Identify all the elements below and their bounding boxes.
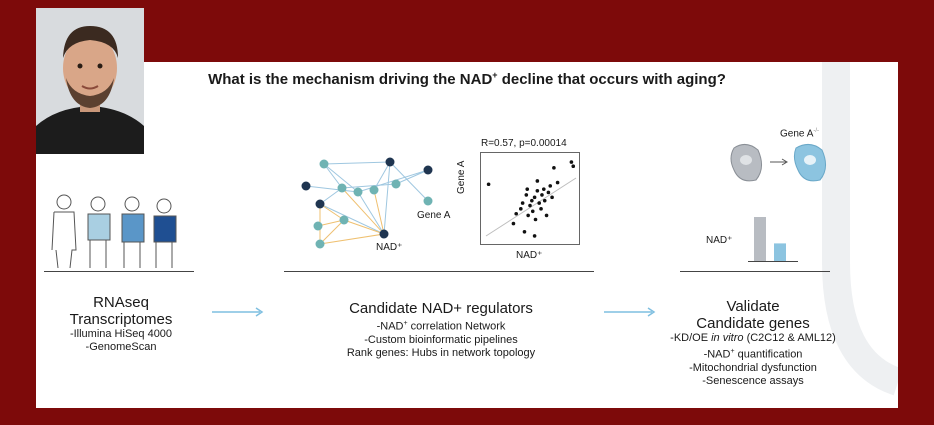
- speaker-photo: [36, 8, 144, 154]
- scatter-point: [519, 207, 523, 211]
- scatter-point: [530, 198, 534, 203]
- arrow-step1-to-step2: [212, 307, 264, 317]
- network-node: [391, 179, 401, 189]
- network-node: [353, 187, 363, 197]
- network-node: [337, 183, 347, 193]
- scatter-point: [550, 195, 554, 200]
- network-node: [313, 221, 323, 231]
- correlation-network: [301, 157, 433, 249]
- scatter-point: [530, 209, 535, 214]
- scatter-point: [528, 203, 532, 208]
- step3-item: -Mitochondrial dysfunction: [689, 361, 817, 374]
- scatter-point: [532, 195, 537, 200]
- rule-step1: [44, 271, 194, 272]
- scatter-point: [525, 187, 530, 191]
- step1-heading: RNAseq: [93, 294, 149, 311]
- scatter-point: [522, 230, 527, 234]
- scatter-xlabel: NAD⁺: [516, 250, 543, 261]
- scatter-point: [555, 180, 560, 185]
- scatter-plot: [480, 152, 580, 245]
- scatter-point: [535, 189, 540, 193]
- network-nad-label: NAD⁺: [376, 242, 403, 253]
- scatter-point: [569, 160, 574, 164]
- people-illustration: [51, 194, 177, 269]
- cell-illustration: [730, 144, 826, 182]
- bar-control: [754, 217, 766, 261]
- nad-bar-chart: [748, 217, 798, 262]
- network-node: [369, 185, 379, 195]
- scatter-point: [524, 193, 529, 197]
- network-node: [315, 239, 325, 249]
- step3-heading: Validate: [726, 298, 780, 315]
- step2-item: -Custom bioinformatic pipelines: [364, 333, 518, 346]
- network-node: [423, 165, 433, 175]
- step1-text: RNAseq Transcriptomes -Illumina HiSeq 40…: [36, 294, 206, 354]
- slide-title: What is the mechanism driving the NAD+ d…: [208, 70, 726, 88]
- step2-heading: Candidate NAD+ regulators: [349, 300, 533, 317]
- background-logo: [822, 62, 898, 396]
- scatter-point: [533, 217, 538, 222]
- scatter-point: [532, 234, 537, 238]
- scatter-point: [520, 201, 525, 205]
- step3-subheading: Candidate genes: [696, 315, 810, 332]
- slide: What is the mechanism driving the NAD+ d…: [36, 62, 898, 408]
- network-node: [385, 157, 395, 167]
- scatter-point: [486, 182, 491, 187]
- network-node: [423, 196, 433, 206]
- step2-text: Candidate NAD+ regulators -NAD+ correlat…: [286, 300, 596, 360]
- scatter-point: [542, 187, 546, 191]
- bar-nad-label: NAD⁺: [706, 235, 733, 246]
- scatter-ylabel: Gene A: [456, 160, 467, 194]
- step1-item: -Illumina HiSeq 4000: [69, 328, 173, 340]
- scatter-point: [511, 221, 516, 226]
- step2-item: -NAD+ correlation Network: [376, 320, 506, 333]
- bar-knockout: [774, 243, 786, 261]
- step3-item: -Senescence assays: [702, 374, 804, 387]
- scatter-point: [546, 190, 551, 195]
- network-nodes: [301, 157, 433, 249]
- scatter-point: [544, 213, 549, 218]
- step3-item: -NAD+ quantification: [703, 348, 803, 361]
- scatter-point: [540, 193, 544, 197]
- scatter-point: [571, 164, 576, 168]
- gene-knockout-label: Gene A-/-: [780, 128, 820, 140]
- step3-text: Validate Candidate genes -KD/OE in vitro…: [646, 298, 860, 388]
- scatter-point: [537, 201, 541, 205]
- step3-item: -KD/OE in vitro (C2C12 & AML12): [670, 332, 836, 344]
- step1-item: -GenomeScan: [85, 341, 157, 353]
- network-node: [301, 181, 311, 191]
- step2-item: Rank genes: Hubs in network topology: [346, 346, 536, 359]
- network-node-nad: [379, 229, 389, 239]
- rule-step2: [284, 271, 594, 272]
- network-node: [339, 215, 349, 225]
- scatter-point: [548, 184, 553, 188]
- scatter-point: [526, 213, 530, 218]
- network-node: [319, 159, 329, 169]
- network-node: [315, 199, 325, 209]
- rule-step3: [680, 271, 830, 272]
- scatter-stats: R=0.57, p=0.00014: [481, 138, 567, 149]
- scatter-point: [552, 166, 556, 170]
- scatter-point: [542, 198, 547, 203]
- scatter-point: [514, 211, 518, 216]
- scatter-points: [486, 160, 576, 238]
- network-gene-label: Gene A: [417, 210, 451, 221]
- step1-subheading: Transcriptomes: [69, 311, 173, 328]
- arrow-step2-to-step3: [604, 307, 656, 317]
- scatter-point: [535, 179, 540, 183]
- scatter-point: [539, 207, 543, 211]
